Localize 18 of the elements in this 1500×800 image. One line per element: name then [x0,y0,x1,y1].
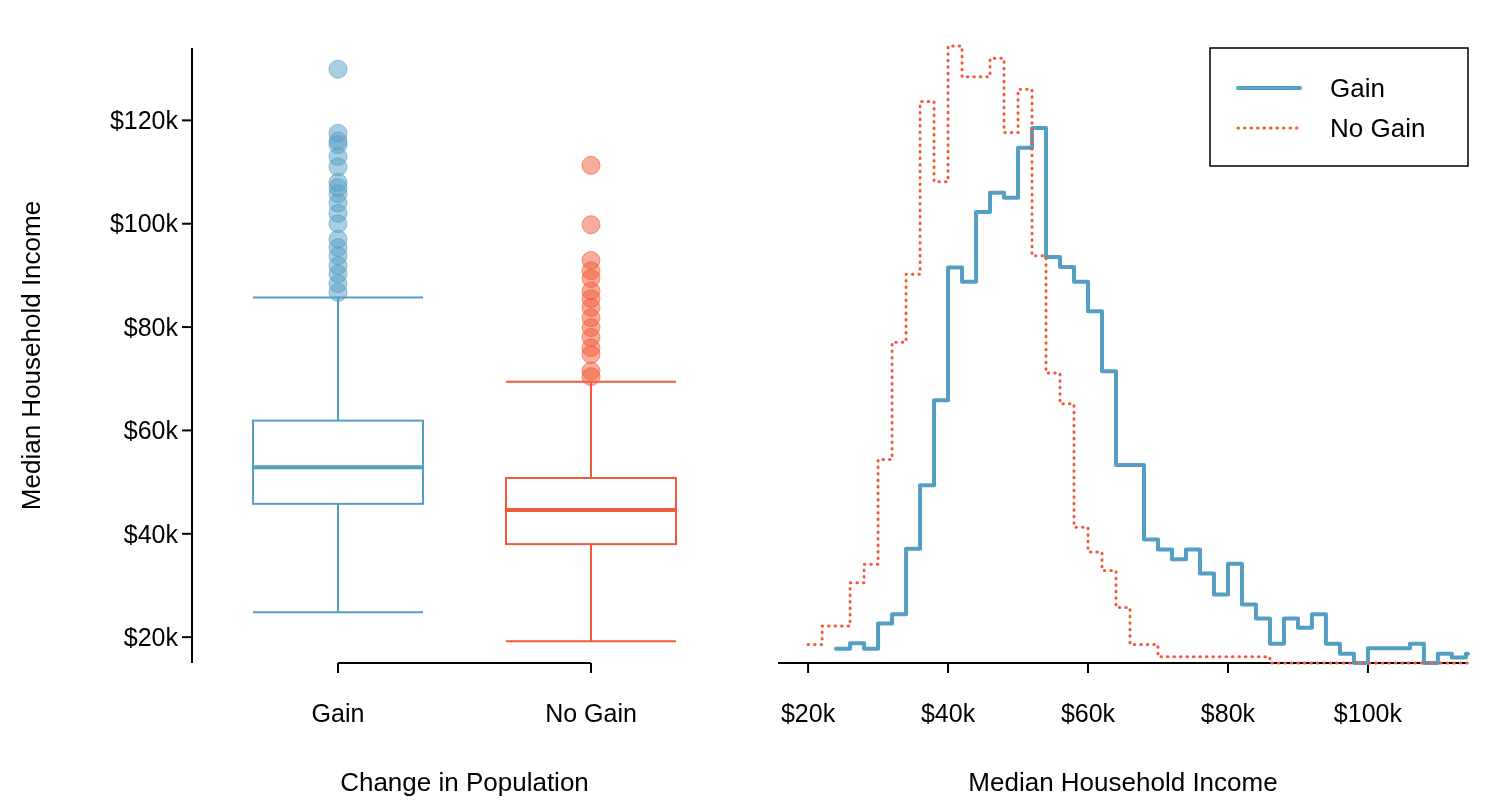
x-tick-label: $40k [920,699,976,727]
x-tick-label: $100k [1333,699,1403,727]
legend-label: Gain [1330,73,1385,104]
x-axis-title: Median Household Income [968,767,1278,797]
x-axis-title: Change in Population [340,767,589,797]
y-tick-label: $100k [109,209,179,238]
x-tick-label: $80k [1200,699,1256,727]
x-tick-label: No Gain [545,699,637,727]
y-tick-label: $80k [123,312,179,341]
y-tick-label: $20k [123,622,179,651]
y-tick-label: $40k [123,519,179,548]
y-tick-label: $120k [109,106,179,135]
x-tick-label: $20k [780,699,836,727]
y-tick-label: $60k [123,416,179,445]
y-axis-title: Median Household Income [16,200,46,511]
legend-label: No Gain [1330,113,1426,144]
x-tick-label: $60k [1060,699,1116,727]
x-tick-label: Gain [311,699,365,727]
